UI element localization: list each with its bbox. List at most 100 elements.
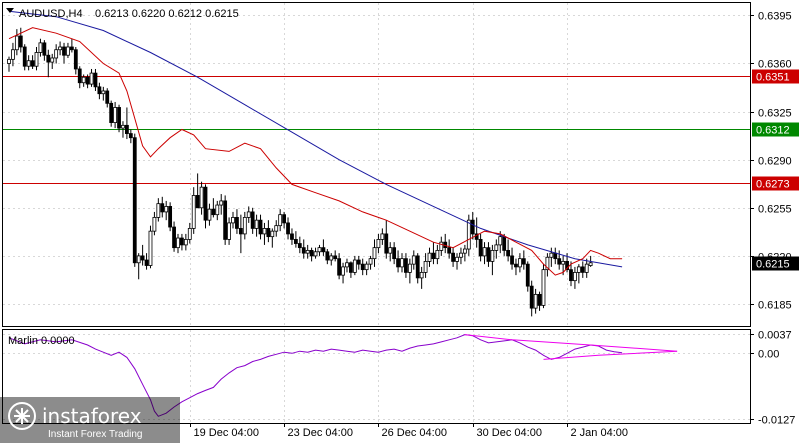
candle-body-bull — [191, 195, 196, 229]
candle-body-bull — [462, 248, 467, 254]
candle-body-bear — [301, 247, 306, 254]
candle — [176, 233, 180, 254]
candle — [329, 253, 334, 266]
candles-series — [7, 27, 593, 317]
candle — [231, 211, 235, 229]
candle — [286, 217, 290, 240]
candle — [518, 253, 522, 273]
candle — [529, 280, 534, 317]
candle — [533, 288, 538, 314]
time-tick-label: 23 Dec 04:00 — [288, 427, 353, 439]
candle-body-bull — [231, 217, 235, 224]
candle — [81, 74, 86, 87]
candle-body-bull — [58, 46, 62, 51]
candle-body-bull — [584, 263, 589, 273]
candle-body-bear — [42, 42, 47, 56]
indicator-panel-frame — [2, 329, 751, 424]
candle-body-bull — [561, 260, 566, 265]
candle — [514, 258, 518, 276]
logo-tagline: Instant Forex Trading — [48, 429, 143, 440]
candle-body-bear — [258, 219, 263, 235]
candle — [136, 253, 141, 280]
candle-body-bear — [529, 285, 534, 309]
candle-body-bull — [152, 217, 157, 232]
candle-body-bear — [325, 251, 330, 261]
candle-body-bear — [266, 228, 271, 238]
candle — [258, 214, 263, 240]
candle — [117, 104, 121, 133]
candle-body-bull — [368, 258, 373, 265]
candle-body-bull — [207, 208, 212, 221]
candle-body-bear — [211, 208, 216, 216]
candle-body-bull — [490, 250, 495, 262]
candle-body-bear — [144, 259, 149, 266]
candle-body-bear — [250, 211, 255, 229]
candle — [380, 228, 385, 245]
candle-body-bull — [455, 256, 459, 262]
oscillator-series — [8, 334, 678, 417]
indicator-axis: 0.0037 0.00 -0.0127 — [750, 330, 795, 427]
candle — [211, 198, 216, 218]
candle — [321, 239, 326, 256]
candle-body-bull — [254, 219, 259, 229]
candle — [215, 200, 220, 221]
candle-body-bear — [396, 258, 400, 268]
candle-body-bull — [439, 241, 444, 251]
candle-body-bear — [172, 226, 176, 249]
candle — [400, 253, 404, 273]
candle-body-bear — [553, 252, 558, 260]
candle-body-bear — [514, 263, 518, 268]
candle — [156, 198, 161, 222]
candle-body-bear — [223, 200, 228, 240]
candle-body-bull — [341, 266, 345, 276]
candle-body-bull — [419, 271, 424, 279]
candle-body-bull — [459, 252, 463, 258]
price-tick-label: 0.6360 — [758, 59, 792, 71]
chart-menu-arrow-icon[interactable] — [6, 8, 14, 13]
candle — [580, 261, 585, 278]
candle-body-bull — [121, 124, 125, 129]
candle-body-bear — [349, 262, 353, 273]
candle-body-bear — [384, 233, 389, 254]
candle-body-bear — [502, 236, 507, 251]
candle-body-bull — [262, 228, 267, 235]
candle-body-bear — [180, 237, 184, 246]
candle — [274, 220, 279, 237]
candle — [58, 41, 62, 56]
candle-body-bull — [313, 251, 318, 257]
candle — [62, 42, 66, 64]
candle — [372, 239, 377, 267]
candle-body-bull — [588, 262, 593, 266]
candle-body-bull — [50, 57, 55, 63]
candle — [282, 211, 287, 229]
candle-body-bear — [203, 186, 208, 221]
candle — [207, 203, 212, 226]
candle-body-bear — [30, 60, 35, 67]
candle — [270, 228, 275, 248]
candle — [18, 27, 23, 53]
candle-body-bull — [113, 107, 118, 123]
candle-body-bear — [290, 233, 294, 240]
candle-body-bull — [54, 49, 59, 59]
candle-body-bear — [168, 206, 173, 228]
candle — [431, 242, 436, 265]
candle — [396, 250, 400, 273]
candle-body-bear — [22, 46, 27, 67]
candle — [415, 253, 420, 284]
price-tick-label: 0.6255 — [758, 204, 792, 216]
candle-body-bull — [176, 237, 180, 249]
candle-body-bear — [160, 203, 165, 213]
candle-body-bull — [576, 266, 581, 273]
instaforex-logo: instaforex Instant Forex Trading — [0, 397, 180, 443]
candle — [384, 220, 389, 259]
candle — [262, 222, 267, 245]
candle-body-bear — [569, 269, 573, 282]
candle — [160, 196, 165, 218]
candle-body-bull — [11, 49, 15, 60]
candle-body-bear — [451, 252, 455, 262]
candle — [317, 244, 322, 256]
candle — [152, 211, 157, 236]
time-axis: 19 Dec 04:00 23 Dec 04:00 26 Dec 04:00 30 D… — [190, 423, 628, 439]
candle-body-bull — [372, 247, 377, 260]
